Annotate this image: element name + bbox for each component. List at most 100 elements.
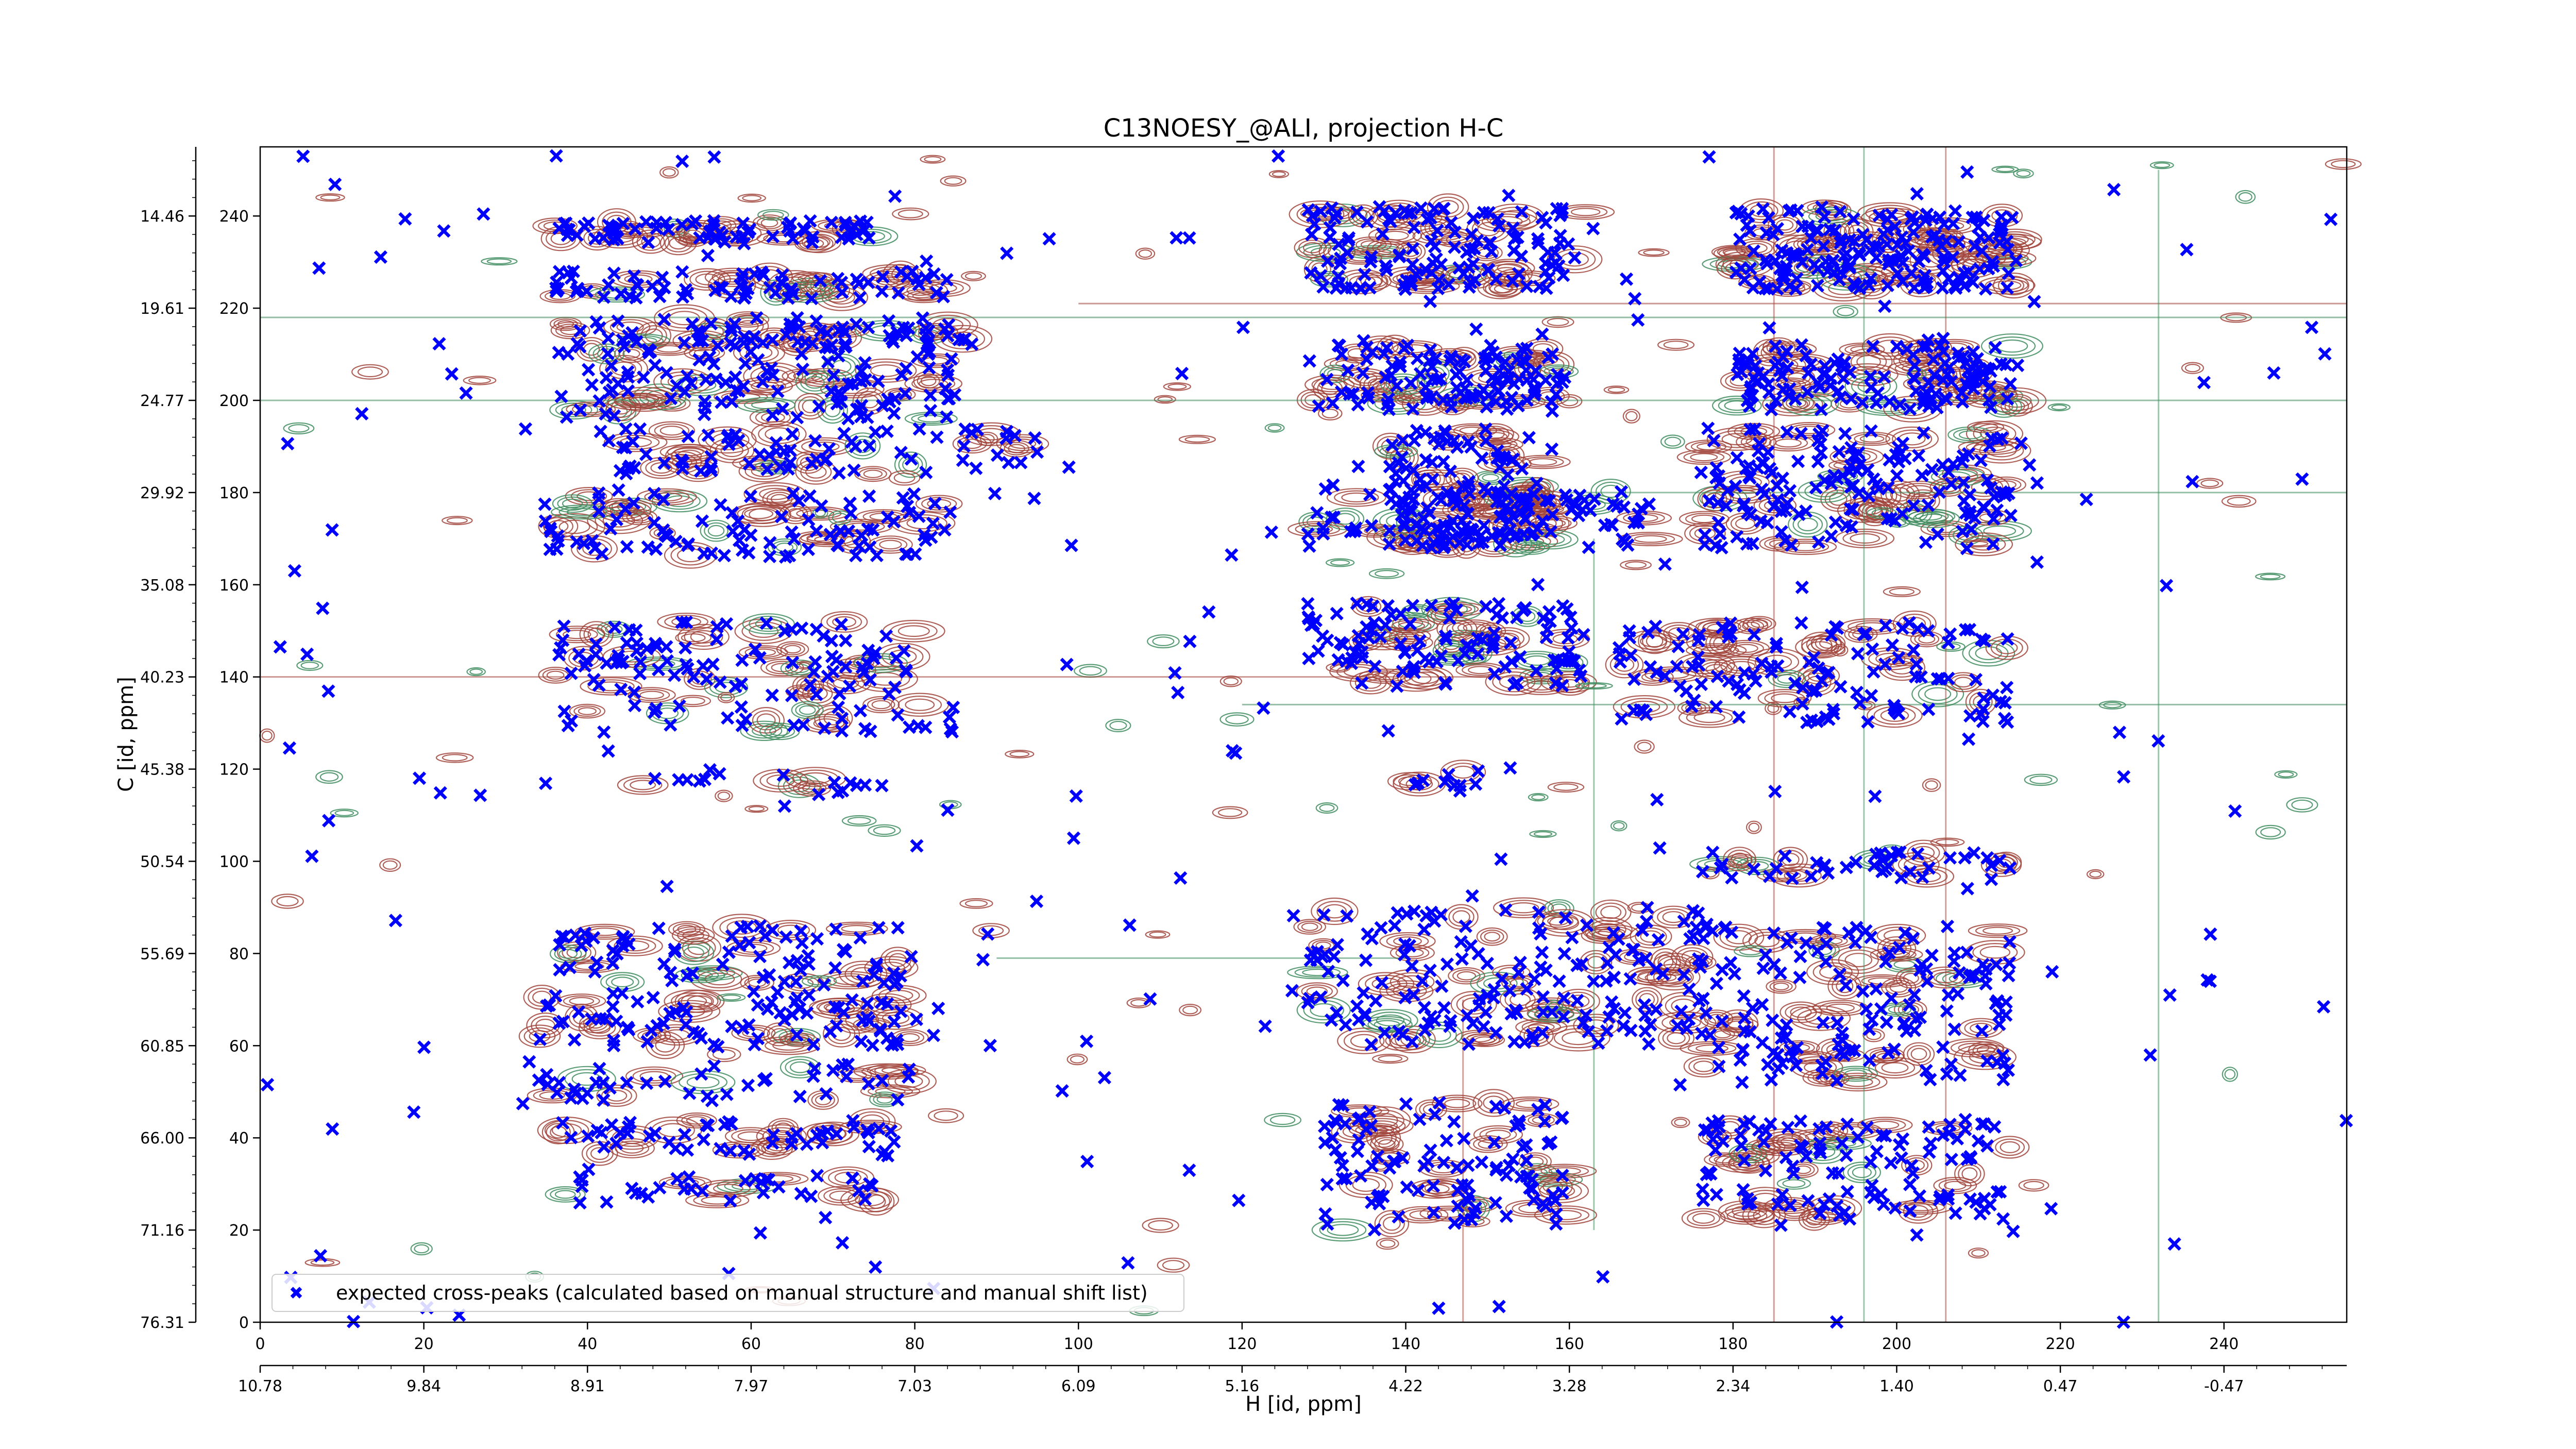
contour: [1345, 1174, 1386, 1195]
contour: [674, 447, 704, 457]
contour: [1870, 947, 1923, 962]
contour: [964, 272, 982, 280]
contour: [283, 422, 315, 435]
contour: [712, 1141, 767, 1159]
contour: [1416, 1021, 1463, 1049]
contour: [709, 679, 743, 696]
contour: [1355, 238, 1387, 251]
contour: [1685, 440, 1733, 454]
contour: [1225, 714, 1249, 724]
contour: [1289, 200, 1352, 228]
contour: [676, 1112, 717, 1128]
contour: [1444, 1099, 1470, 1108]
contour: [550, 1188, 581, 1201]
contour: [1003, 436, 1043, 451]
contour: [1389, 972, 1435, 992]
contour: [752, 214, 787, 231]
contour: [911, 413, 952, 424]
contour: [1481, 213, 1531, 230]
contour: [603, 502, 645, 519]
contour: [601, 1087, 632, 1104]
contour: [1318, 379, 1348, 390]
contour: [915, 495, 963, 513]
contour: [1782, 391, 1839, 416]
contour: [1979, 946, 2011, 959]
contour: [2024, 773, 2058, 786]
contour: [876, 1095, 893, 1104]
contour: [1885, 426, 1939, 451]
contour: [481, 257, 518, 266]
contour: [1609, 654, 1639, 675]
contour: [1489, 443, 1525, 468]
contour: [670, 992, 714, 1010]
contour: [1522, 456, 1564, 468]
contour: [867, 1063, 926, 1077]
contour: [798, 782, 827, 795]
contour: [1692, 1212, 1715, 1224]
contour: [563, 630, 591, 639]
contour: [2260, 827, 2281, 837]
contour: [1850, 346, 1874, 353]
contour: [686, 1116, 707, 1125]
contour: [684, 627, 723, 647]
contour: [721, 391, 768, 402]
contour: [554, 1190, 576, 1199]
contour: [1797, 517, 1818, 532]
contour: [1498, 967, 1524, 978]
contour: [1852, 1167, 1872, 1178]
contour: [382, 860, 398, 870]
contour: [1436, 394, 1469, 415]
contour: [1297, 920, 1323, 933]
contour: [1070, 1055, 1085, 1064]
contour: [934, 1110, 958, 1121]
contour: [546, 1123, 571, 1142]
contour: [351, 364, 389, 380]
contour: [1493, 897, 1554, 919]
contour: [1345, 1107, 1375, 1115]
contour: [920, 376, 937, 386]
contour: [1683, 451, 1725, 463]
contour: [1838, 949, 1879, 971]
contour: [1476, 927, 1508, 946]
contour: [551, 504, 615, 520]
contour: [1837, 307, 1854, 316]
contour: [1958, 430, 1982, 440]
contour: [767, 1025, 792, 1043]
contour: [1720, 659, 1762, 674]
contour: [1975, 925, 2021, 936]
contour: [1493, 530, 1538, 558]
contour: [1162, 1260, 1185, 1271]
contour: [2224, 1069, 2236, 1080]
contour: [684, 268, 731, 291]
contour: [1126, 997, 1151, 1008]
contour: [1518, 1152, 1552, 1171]
contour: [1294, 237, 1331, 259]
contour: [1769, 436, 1808, 450]
contour: [795, 703, 820, 717]
contour: [1543, 1181, 1563, 1193]
contour: [897, 625, 930, 637]
contour: [1694, 527, 1716, 540]
contour: [1770, 1199, 1809, 1212]
contour: [1638, 248, 1670, 257]
contour: [798, 396, 823, 417]
contour: [1771, 1134, 1802, 1146]
contour: [2238, 192, 2252, 202]
contour: [596, 1084, 637, 1107]
contour: [555, 324, 585, 338]
contour: [319, 772, 339, 782]
contour: [641, 235, 660, 248]
contour: [1310, 271, 1348, 288]
contour: [1595, 902, 1626, 922]
contour: [486, 258, 512, 264]
contour: [1520, 477, 1554, 503]
contour: [1750, 204, 1773, 217]
contour: [1343, 1031, 1385, 1051]
contour: [759, 722, 800, 740]
contour: [1427, 605, 1458, 625]
contour: [1847, 1164, 1876, 1181]
contour: [771, 1028, 788, 1041]
contour: [1789, 1005, 1851, 1031]
contour: [737, 1131, 764, 1141]
